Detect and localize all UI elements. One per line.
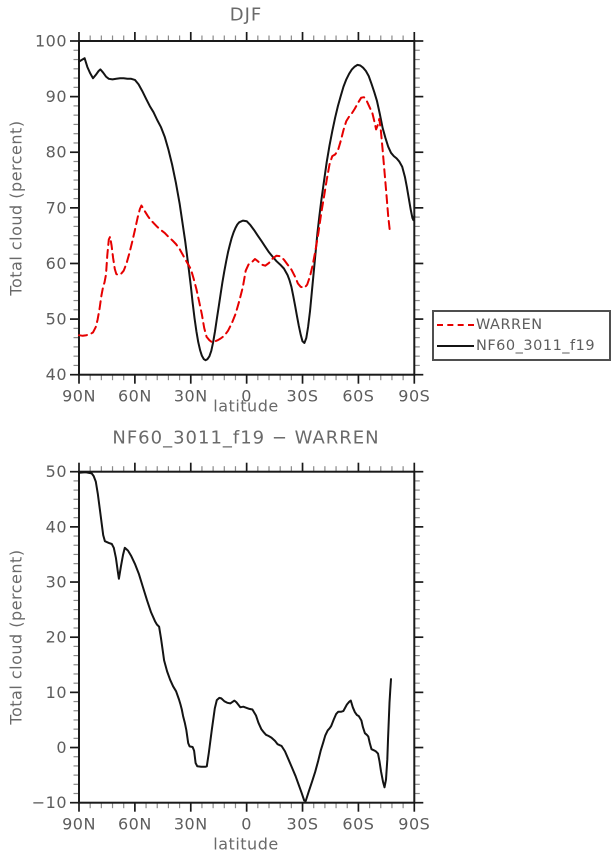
- legend-label-warren: WARREN: [476, 317, 543, 333]
- legend-box: WARREN NF60_3011_f19: [432, 310, 611, 361]
- y-tick-label: −10: [32, 793, 67, 812]
- x-tick-label: 60N: [118, 387, 152, 406]
- legend-label-nf60: NF60_3011_f19: [476, 338, 596, 354]
- y-tick-label: 50: [46, 462, 67, 481]
- y-tick-label: 90: [46, 87, 67, 106]
- y-tick-label: 70: [46, 198, 67, 217]
- top-x-axis-label: latitude: [213, 396, 279, 416]
- bottom-y-axis-label: Total cloud (percent): [6, 549, 26, 725]
- x-tick-label: 60N: [118, 815, 152, 834]
- x-tick-label: 60S: [342, 387, 374, 406]
- legend-entry-nf60: NF60_3011_f19: [437, 336, 609, 356]
- x-tick-label: 30S: [287, 387, 319, 406]
- x-tick-label: 30N: [174, 387, 208, 406]
- y-tick-label: 10: [46, 683, 67, 702]
- warren-dashed-line-sample: [437, 324, 474, 326]
- top-y-axis-label: Total cloud (percent): [6, 120, 26, 296]
- y-tick-label: 0: [56, 738, 67, 757]
- x-tick-label: 60S: [342, 815, 374, 834]
- x-tick-label: 30S: [287, 815, 319, 834]
- chart-panel-top: 90N 60N 30N 0 30S 60S 90S 40 50 60 70 80 90 100: [35, 32, 430, 406]
- top-chart-title: DJF: [229, 4, 263, 26]
- y-tick-label: 40: [46, 365, 67, 384]
- x-tick-label: 90S: [398, 815, 430, 834]
- legend-entry-warren: WARREN: [437, 315, 609, 335]
- bottom-x-axis-label: latitude: [213, 834, 279, 854]
- x-tick-label: 30N: [174, 815, 208, 834]
- x-tick-label: 0: [241, 387, 252, 406]
- series-line-nf60_3011_f19: [78, 57, 416, 362]
- y-tick-label: 30: [46, 573, 67, 592]
- y-tick-label: 100: [35, 32, 67, 51]
- y-tick-label: 80: [46, 143, 67, 162]
- x-tick-label: 90S: [398, 387, 430, 406]
- chart-panel-bottom: 90N 60N 30N 0 30S 60S 90S −10 0 10 20 30 40 50: [32, 462, 430, 834]
- series-line-warren: [78, 96, 392, 344]
- x-tick-label: 0: [241, 815, 252, 834]
- y-tick-label: 60: [46, 254, 67, 273]
- y-tick-label: 40: [46, 517, 67, 536]
- y-tick-label: 20: [46, 628, 67, 647]
- bottom-chart-title: NF60_3011_f19 − WARREN: [112, 427, 380, 449]
- x-tick-label: 90N: [62, 815, 96, 834]
- x-tick-label: 90N: [62, 387, 96, 406]
- series-line-nf60_3011_f19-minus-warren: [78, 471, 392, 802]
- y-tick-label: 50: [46, 310, 67, 329]
- nf60-solid-line-sample: [437, 345, 474, 347]
